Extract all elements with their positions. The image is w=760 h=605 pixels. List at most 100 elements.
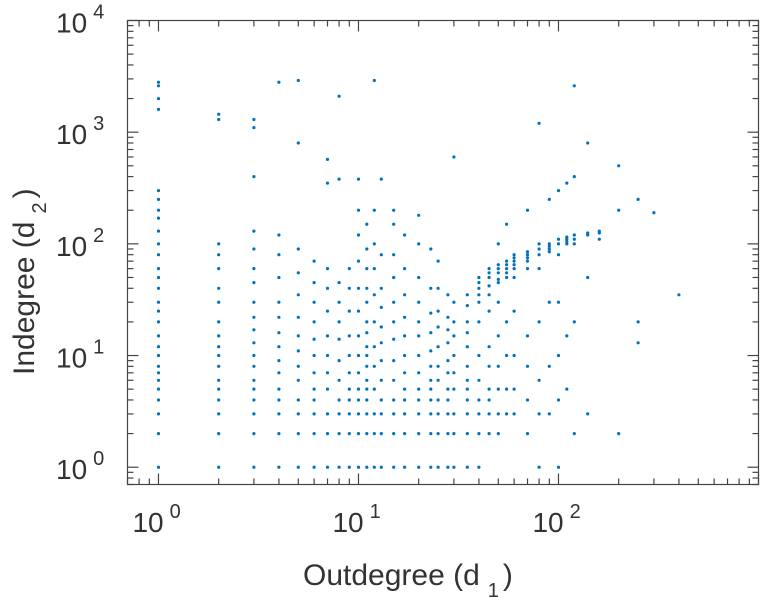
- data-point: [417, 334, 421, 338]
- data-point: [365, 364, 369, 368]
- data-point: [217, 364, 221, 368]
- data-point: [512, 387, 516, 391]
- data-point: [487, 398, 491, 402]
- data-point: [252, 247, 256, 251]
- data-point: [547, 242, 551, 246]
- data-point: [356, 208, 361, 212]
- data-point: [496, 432, 500, 436]
- data-point: [217, 412, 221, 416]
- data-point: [312, 337, 316, 341]
- data-point: [347, 465, 351, 469]
- data-point: [356, 387, 361, 391]
- data-point: [296, 412, 300, 416]
- data-point: [156, 465, 161, 469]
- y-tick-label: 10 3: [56, 113, 104, 150]
- data-point: [312, 412, 316, 416]
- data-point: [403, 267, 407, 271]
- data-point: [417, 242, 421, 246]
- data-point: [296, 78, 300, 83]
- data-point: [312, 320, 316, 324]
- data-point: [392, 378, 396, 382]
- data-point: [429, 398, 433, 402]
- data-point: [325, 157, 330, 161]
- data-point: [217, 117, 221, 122]
- data-point: [356, 465, 361, 469]
- data-point: [452, 412, 456, 416]
- data-point: [537, 247, 541, 251]
- data-point: [156, 84, 161, 88]
- data-point: [156, 364, 161, 368]
- data-point: [325, 181, 330, 185]
- data-point: [379, 305, 383, 309]
- data-point: [347, 387, 351, 391]
- x-tick-label: 10 1: [332, 501, 380, 538]
- data-point: [547, 412, 551, 416]
- data-point: [487, 267, 491, 271]
- data-point: [429, 349, 433, 353]
- data-point: [465, 412, 469, 416]
- data-point: [429, 247, 433, 251]
- data-point: [156, 432, 161, 436]
- data-point: [487, 284, 491, 288]
- data-point: [436, 432, 440, 436]
- data-point: [505, 222, 509, 226]
- data-point: [417, 432, 421, 436]
- data-point: [477, 398, 481, 402]
- data-point: [465, 293, 469, 297]
- data-point: [436, 345, 440, 349]
- data-point: [337, 378, 341, 382]
- data-point: [429, 465, 433, 469]
- data-point: [537, 465, 541, 469]
- data-point: [392, 222, 396, 226]
- data-point: [586, 231, 590, 235]
- data-point: [156, 229, 161, 233]
- data-point: [537, 412, 541, 416]
- data-point: [505, 412, 509, 416]
- data-point: [429, 378, 433, 382]
- data-point: [277, 398, 281, 402]
- data-point: [547, 300, 551, 304]
- y-axis-label: Indegree (d2): [8, 188, 51, 375]
- data-point: [252, 398, 256, 402]
- data-point: [337, 412, 341, 416]
- data-point: [392, 398, 396, 402]
- data-point: [403, 233, 407, 237]
- data-point: [525, 432, 530, 436]
- data-point: [512, 353, 516, 358]
- data-point: [337, 465, 341, 469]
- data-point: [325, 387, 330, 391]
- data-point: [572, 237, 576, 241]
- data-point: [512, 253, 516, 257]
- data-point: [337, 432, 341, 436]
- data-point: [325, 286, 330, 290]
- data-point: [452, 465, 456, 469]
- data-point: [252, 117, 256, 122]
- data-point: [277, 331, 281, 335]
- data-point: [365, 300, 369, 304]
- data-point: [252, 229, 256, 233]
- data-point: [477, 293, 481, 297]
- data-point: [547, 247, 551, 251]
- data-point: [496, 387, 500, 391]
- data-point: [572, 84, 576, 88]
- y-tick-label: 10 1: [56, 337, 104, 374]
- data-point: [477, 353, 481, 358]
- data-point: [156, 216, 161, 220]
- data-point: [525, 250, 530, 254]
- data-point: [252, 412, 256, 416]
- data-point: [252, 126, 256, 130]
- data-point: [525, 256, 530, 260]
- data-point: [252, 341, 256, 345]
- data-point: [296, 465, 300, 469]
- data-point: [156, 378, 161, 382]
- data-point: [392, 432, 396, 436]
- data-point: [617, 164, 621, 168]
- data-point: [512, 275, 516, 280]
- data-point: [565, 334, 569, 338]
- data-point: [556, 242, 561, 246]
- data-point: [217, 387, 221, 391]
- data-point: [429, 286, 433, 290]
- data-point: [392, 253, 396, 257]
- data-point: [312, 371, 316, 375]
- data-point: [525, 253, 530, 257]
